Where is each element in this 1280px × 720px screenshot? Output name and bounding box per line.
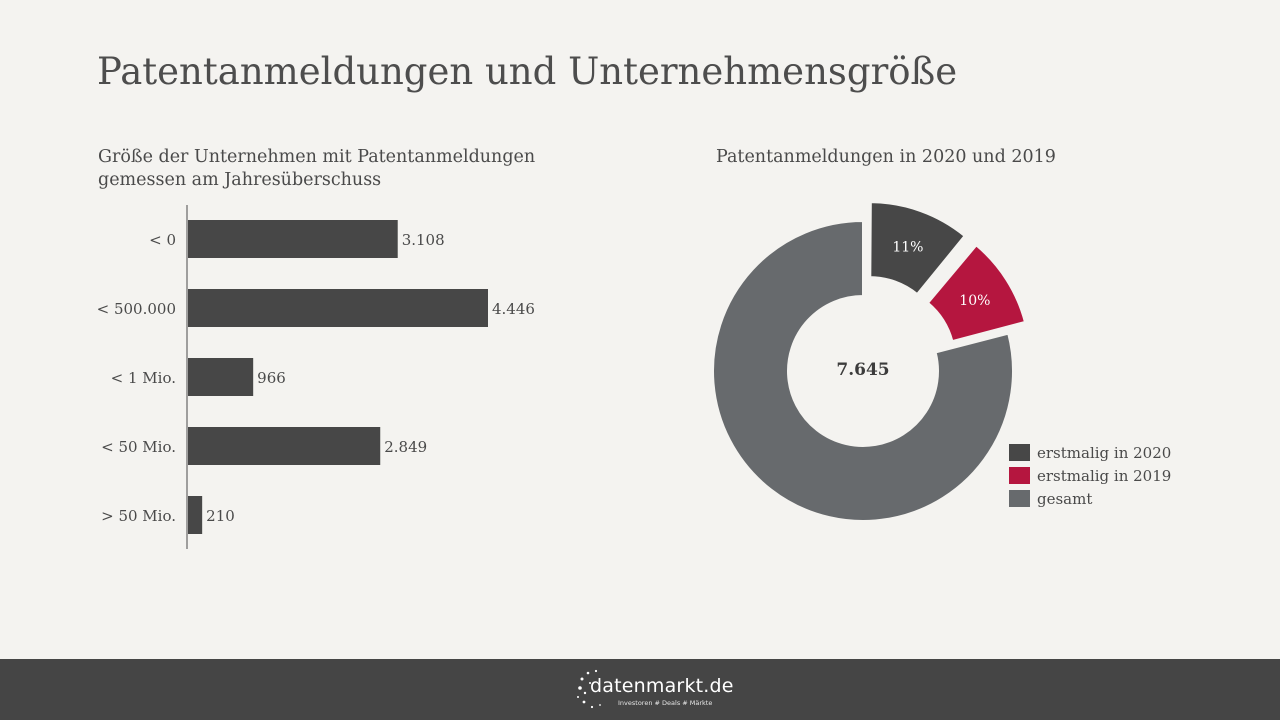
donut-slice-label: 10% bbox=[959, 293, 990, 309]
bar-value-label: 966 bbox=[257, 369, 286, 387]
donut-chart-subtitle: Patentanmeldungen in 2020 und 2019 bbox=[716, 147, 1056, 167]
bar-chart-subtitle-line2: gemessen am Jahresüberschuss bbox=[98, 170, 382, 190]
bar-category-label: < 1 Mio. bbox=[111, 369, 176, 387]
bar-3 bbox=[188, 427, 381, 465]
bar-value-label: 2.849 bbox=[384, 438, 427, 456]
page-title: Patentanmeldungen und Unternehmensgröße bbox=[97, 50, 958, 93]
legend-label: gesamt bbox=[1037, 490, 1092, 508]
datenmarkt-logo[interactable]: datenmarkt.de Investoren # Deals # Märkt… bbox=[576, 669, 734, 711]
legend-label: erstmalig in 2020 bbox=[1037, 444, 1171, 462]
footer-bar: datenmarkt.de Investoren # Deals # Märkt… bbox=[0, 659, 1280, 720]
donut-slice-1 bbox=[926, 243, 1027, 343]
donut-slice-0 bbox=[869, 201, 966, 296]
donut-center-label: 7.645 bbox=[836, 360, 889, 380]
bar-chart: < 0 3.108 < 500.000 4.446 < 1 Mio. 966 < 50 Mi… bbox=[97, 205, 535, 549]
bar-chart-subtitle: Größe der Unternehmen mit Patentanmeldun… bbox=[98, 146, 558, 192]
legend-swatch bbox=[1009, 490, 1030, 507]
bar-category-label: > 50 Mio. bbox=[101, 507, 176, 525]
donut-chart: 11% 10% 7.645 erstmalig in 2020 erstmalig in… bbox=[712, 201, 1171, 522]
bar-chart-subtitle-line1: Größe der Unternehmen mit Patentanmeldun… bbox=[98, 147, 536, 167]
legend-swatch bbox=[1009, 444, 1030, 461]
bar-value-label: 210 bbox=[206, 507, 235, 525]
bar-value-label: 3.108 bbox=[402, 231, 445, 249]
bar-1 bbox=[188, 289, 488, 327]
bar-value-label: 4.446 bbox=[492, 300, 535, 318]
donut-slice-2 bbox=[712, 219, 1014, 522]
logo-tagline: Investoren # Deals # Märkte bbox=[618, 699, 713, 707]
bar-category-label: < 0 bbox=[149, 231, 176, 249]
bar-category-label: < 50 Mio. bbox=[101, 438, 176, 456]
bar-category-label: < 500.000 bbox=[97, 300, 176, 318]
bar-0 bbox=[188, 220, 398, 258]
logo-dots-icon bbox=[577, 669, 601, 709]
donut-slice-label: 11% bbox=[892, 239, 923, 255]
bar-2 bbox=[188, 358, 254, 396]
legend-swatch bbox=[1009, 467, 1030, 484]
bar-4 bbox=[188, 496, 203, 534]
legend-label: erstmalig in 2019 bbox=[1037, 467, 1171, 485]
logo-text: datenmarkt.de bbox=[590, 675, 734, 697]
